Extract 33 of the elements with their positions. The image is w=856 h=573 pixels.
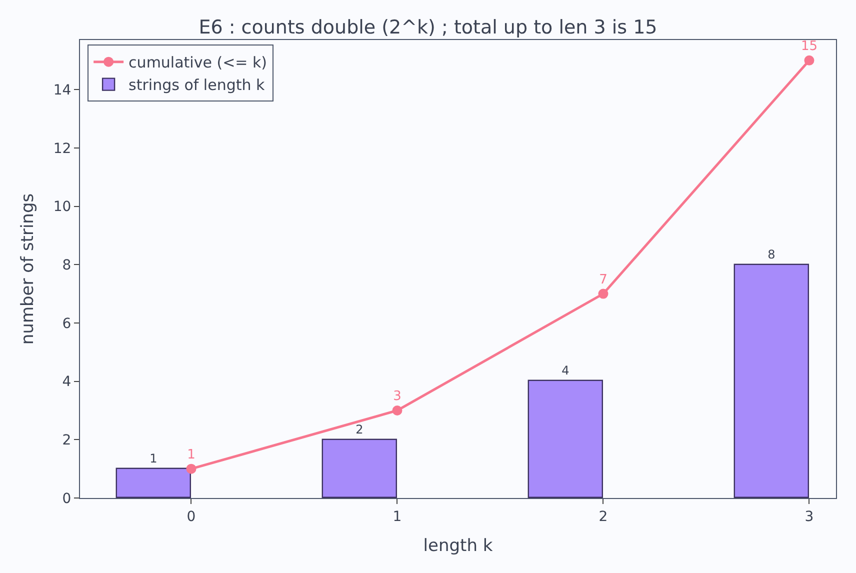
y-tick-label: 4	[62, 374, 72, 390]
x-tick-label: 0	[186, 508, 196, 525]
point	[804, 55, 814, 66]
data-label: 2	[356, 422, 364, 436]
y-tick-label: 6	[62, 316, 72, 332]
y-tick-label: 2	[62, 432, 72, 449]
chart-title: E6 : counts double (2^k) ; total up to len 3 is 15	[198, 16, 658, 38]
x-tick-label: 1	[392, 508, 402, 525]
y-tick-label: 0	[62, 490, 72, 507]
data-label: 3	[393, 388, 402, 404]
data-label: 7	[599, 272, 608, 288]
legend-label: strings of length k	[128, 76, 266, 94]
x-tick-label: 2	[598, 508, 608, 525]
data-label: 4	[562, 363, 570, 378]
x-tick-label: 3	[804, 508, 814, 525]
y-tick-label: 10	[53, 199, 72, 216]
y-tick-label: 14	[53, 82, 72, 98]
data-label: 1	[150, 451, 158, 466]
bar	[116, 468, 191, 498]
point	[598, 288, 608, 299]
y-tick-label: 12	[53, 140, 72, 157]
data-label: 15	[800, 38, 818, 54]
y-axis-title: number of strings	[18, 193, 38, 345]
legend-label: cumulative (<= k)	[128, 54, 268, 72]
data-label: 1	[187, 447, 196, 462]
bar	[528, 380, 603, 498]
y-tick-label: 8	[62, 258, 72, 274]
bar	[734, 264, 809, 498]
bar	[322, 438, 397, 498]
point	[186, 464, 196, 474]
data-label: 8	[768, 247, 776, 262]
x-axis-title: length k	[423, 536, 493, 556]
point	[392, 405, 402, 416]
